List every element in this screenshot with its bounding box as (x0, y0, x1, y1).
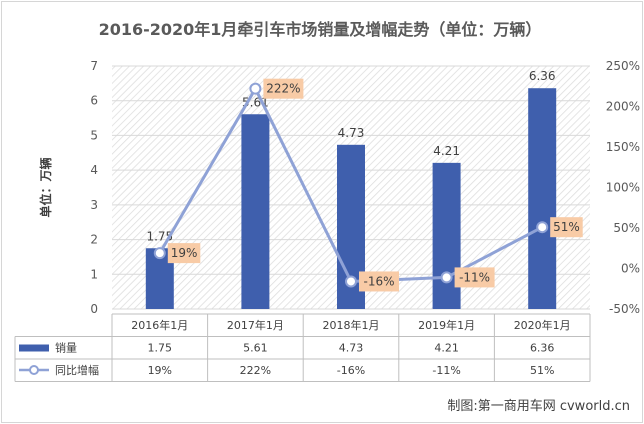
table-cell-growth: 19% (148, 364, 172, 377)
growth-data-label: -11% (459, 270, 490, 284)
category-label: 2020年1月 (514, 318, 571, 332)
category-label: 2018年1月 (323, 318, 380, 332)
growth-data-label: 222% (266, 82, 300, 96)
category-label: 2016年1月 (131, 318, 188, 332)
table-cell-growth: 222% (240, 364, 271, 377)
growth-label-bg (359, 271, 399, 292)
right-tick-label: 0% (621, 262, 640, 276)
y-axis-title: 单位：万辆 (38, 157, 53, 217)
left-tick-label: 7 (90, 59, 98, 73)
left-tick-label: 5 (90, 128, 98, 142)
source-credit: 制图:第一商用车网 cvworld.cn (447, 398, 630, 414)
table-cell-growth: -11% (432, 364, 460, 377)
growth-point (440, 271, 453, 284)
left-tick-label: 2 (90, 233, 98, 247)
table-cell-sales: 4.21 (434, 342, 459, 355)
bar-data-label: 4.21 (433, 144, 460, 158)
right-tick-label: 100% (606, 181, 640, 195)
growth-data-label: 51% (553, 220, 580, 234)
growth-label-bg (454, 267, 495, 288)
left-axis: 0 1 2 3 4 5 6 7 (90, 59, 98, 316)
table-cell-growth: 51% (530, 364, 554, 377)
growth-label-bg (263, 78, 304, 99)
bar-data-label: 4.73 (338, 126, 365, 140)
category-label: 2019年1月 (418, 318, 475, 332)
growth-data-label: 19% (171, 246, 198, 260)
bar-data-label: 6.36 (529, 69, 556, 83)
right-tick-label: 150% (606, 140, 640, 154)
right-axis: -50% 0% 50% 100% 150% 200% 250% (606, 59, 640, 316)
right-tick-label: 200% (606, 100, 640, 114)
data-table: 2016年1月 1.75 19% 2017年1月 5.61 222% 2018年1月 4.73… (14, 313, 591, 382)
growth-point (153, 247, 166, 260)
growth-label-bg (550, 217, 583, 238)
right-tick-label: -50% (609, 302, 640, 316)
bar-labels: 1.755.614.734.216.36 (146, 69, 555, 243)
left-tick-label: 4 (90, 163, 98, 177)
growth-point (345, 275, 357, 288)
table-cell-sales: 4.73 (339, 342, 364, 355)
bar (528, 88, 557, 310)
legend-key-bar (19, 344, 49, 352)
growth-label-bg (167, 243, 201, 264)
growth-point (536, 221, 549, 234)
legend-key-marker (29, 365, 39, 375)
legend-label: 同比增幅 (55, 363, 99, 377)
left-tick-label: 6 (90, 94, 98, 108)
table-cell-sales: 5.61 (243, 342, 268, 355)
left-tick-label: 1 (90, 267, 98, 281)
left-tick-label: 3 (90, 198, 98, 212)
table-cell-sales: 6.36 (530, 342, 555, 355)
chart-title: 2016-2020年1月牵引车市场销量及增幅走势（单位：万辆） (99, 20, 542, 39)
right-tick-label: 50% (613, 221, 640, 235)
growth-data-label: -16% (363, 274, 394, 288)
bar (241, 114, 270, 309)
legend-label: 销量 (55, 341, 77, 355)
table-cell-growth: -16% (337, 364, 365, 377)
category-label: 2017年1月 (227, 318, 284, 332)
table-cell-sales: 1.75 (148, 342, 173, 355)
left-tick-label: 0 (90, 302, 98, 316)
growth-point (249, 82, 262, 95)
right-tick-label: 250% (606, 59, 640, 73)
growth-line-series: 19% 222% -16% -11% 51% (153, 78, 583, 292)
